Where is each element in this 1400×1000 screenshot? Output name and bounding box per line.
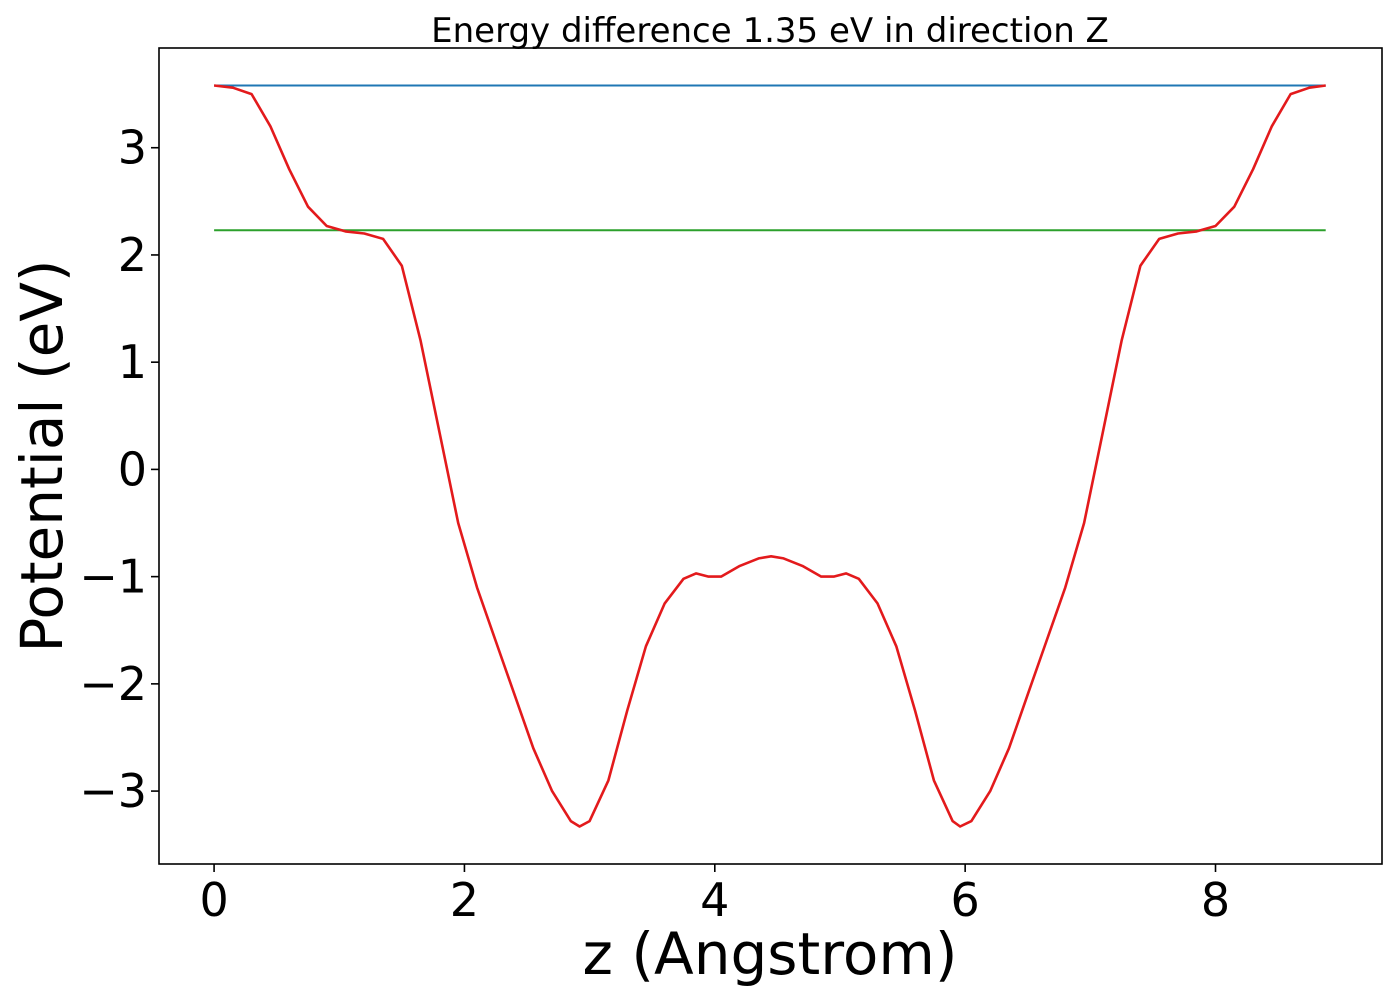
chart-title: Energy difference 1.35 eV in direction Z [431, 11, 1109, 51]
series-line-red [213, 84, 1326, 828]
y-tick-label: 0 [118, 442, 147, 496]
y-tick-label: 2 [118, 228, 147, 282]
plot-lines [213, 84, 1326, 828]
y-axis: −3 −2 −1 0 1 2 3 [79, 121, 159, 818]
y-tick-label: −1 [79, 550, 147, 604]
y-tick-label: −2 [79, 657, 147, 711]
y-tick-label: −3 [79, 764, 147, 818]
x-tick-label: 8 [1201, 873, 1230, 927]
plot-frame [158, 47, 1383, 865]
x-tick-label: 4 [700, 873, 729, 927]
x-tick-label: 6 [951, 873, 980, 927]
x-tick-label: 0 [199, 873, 228, 927]
y-tick-label: 3 [118, 121, 147, 175]
y-tick-label: 1 [118, 335, 147, 389]
y-axis-label: Potential (eV) [8, 259, 76, 652]
x-tick-label: 2 [450, 873, 479, 927]
x-axis-label: z (Angstrom) [583, 920, 958, 988]
x-axis: 0 2 4 6 8 [199, 864, 1230, 927]
